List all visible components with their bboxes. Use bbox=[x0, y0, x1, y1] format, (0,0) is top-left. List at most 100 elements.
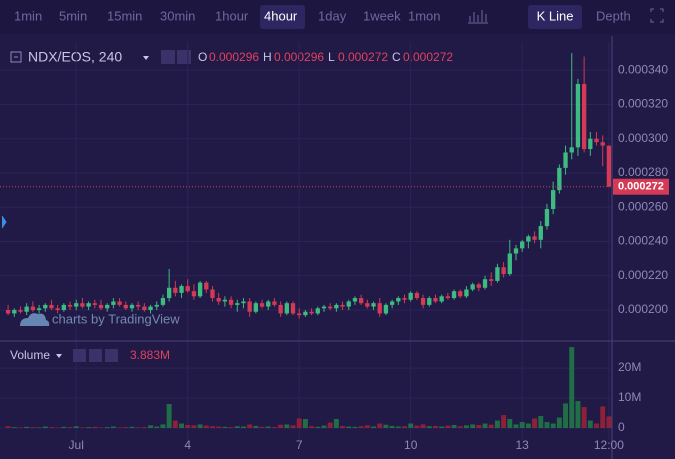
volume-bar bbox=[129, 426, 135, 429]
interval-button[interactable]: 5min bbox=[59, 8, 87, 23]
interval-button[interactable]: 30min bbox=[160, 8, 195, 23]
volume-bar bbox=[364, 425, 370, 429]
candle-body bbox=[464, 289, 469, 297]
volume-bar bbox=[24, 426, 30, 429]
volume-bar bbox=[488, 424, 494, 429]
volume-bar bbox=[445, 425, 451, 429]
volume-bar bbox=[191, 425, 197, 429]
candle-body bbox=[408, 292, 413, 300]
candle-body bbox=[569, 147, 574, 153]
volume-bar bbox=[67, 427, 73, 429]
collapse-icon[interactable] bbox=[10, 51, 22, 63]
candle-body bbox=[154, 304, 159, 307]
candle-body bbox=[191, 291, 197, 297]
settings-button[interactable] bbox=[161, 50, 175, 64]
volume-bar bbox=[383, 424, 389, 429]
candle-body bbox=[476, 284, 481, 288]
candle-body bbox=[284, 303, 289, 314]
volume-bar bbox=[290, 425, 296, 429]
candle-body bbox=[563, 152, 568, 168]
y2-tick-label: 20M bbox=[618, 360, 641, 374]
candle-body bbox=[136, 304, 141, 307]
watermark-text: charts by TradingView bbox=[52, 311, 180, 326]
candle-body bbox=[179, 286, 184, 293]
candle-body bbox=[235, 303, 240, 305]
candle-body bbox=[451, 291, 457, 299]
volume-bar bbox=[18, 427, 23, 429]
volume-bar bbox=[395, 426, 401, 429]
volume-bar bbox=[569, 347, 575, 429]
volume-bar bbox=[222, 426, 228, 429]
candle-body bbox=[86, 303, 91, 307]
scroll-handle[interactable] bbox=[1, 215, 7, 229]
candle-body bbox=[606, 145, 612, 187]
open-label: O bbox=[198, 50, 207, 64]
candle-body bbox=[123, 304, 128, 309]
toolbar-icons bbox=[468, 8, 664, 24]
indicator-button[interactable] bbox=[468, 10, 488, 24]
candle-body bbox=[210, 289, 215, 299]
kline-button[interactable]: K Line bbox=[537, 8, 574, 23]
volume-bar bbox=[98, 427, 104, 429]
volume-bar bbox=[600, 406, 606, 429]
candle-body bbox=[513, 248, 519, 254]
volume-bar bbox=[563, 403, 569, 429]
volume-bar bbox=[203, 425, 209, 429]
volume-remove[interactable] bbox=[105, 349, 118, 362]
volume-format[interactable] bbox=[89, 349, 102, 362]
volume-bar bbox=[117, 427, 123, 429]
candle-body bbox=[129, 304, 135, 309]
volume-bar bbox=[538, 416, 544, 429]
volume-caret[interactable] bbox=[56, 354, 62, 358]
candle-body bbox=[67, 304, 73, 307]
volume-value: 3.883M bbox=[130, 348, 170, 362]
candle-body bbox=[30, 306, 36, 311]
volume-settings[interactable] bbox=[73, 349, 86, 362]
candle-body bbox=[427, 298, 432, 305]
volume-bar bbox=[352, 426, 358, 429]
volume-bar bbox=[432, 425, 438, 429]
interval-button[interactable]: 4hour bbox=[264, 8, 298, 23]
candle-body bbox=[247, 301, 252, 312]
volume-bar bbox=[327, 422, 333, 429]
candle-body bbox=[61, 304, 67, 311]
interval-button[interactable]: 1min bbox=[14, 8, 42, 23]
candle-body bbox=[111, 301, 116, 305]
fullscreen-button[interactable] bbox=[650, 8, 664, 23]
candle-body bbox=[501, 267, 506, 275]
volume-bar bbox=[402, 426, 407, 429]
candle-body bbox=[142, 306, 147, 311]
candle-body bbox=[185, 286, 190, 292]
symbol-caret[interactable] bbox=[143, 56, 149, 60]
interval-button[interactable]: 1day bbox=[318, 8, 347, 23]
candle-body bbox=[402, 298, 407, 300]
candle-body bbox=[43, 304, 48, 309]
candle-body bbox=[321, 306, 327, 309]
candle-body bbox=[24, 306, 29, 312]
candle-body bbox=[352, 298, 358, 302]
candle-body bbox=[557, 167, 562, 191]
interval-button[interactable]: 15min bbox=[107, 8, 142, 23]
low-label: L bbox=[328, 50, 335, 64]
candle-body bbox=[259, 303, 265, 307]
interval-button[interactable]: 1week bbox=[363, 8, 401, 23]
interval-button[interactable]: 1mon bbox=[408, 8, 441, 23]
candle-body bbox=[309, 311, 314, 314]
volume-legend: Volume 3.883M bbox=[10, 348, 170, 362]
candle-body bbox=[495, 267, 500, 281]
y-tick-label: 0.000300 bbox=[618, 131, 668, 145]
candle-body bbox=[278, 304, 283, 314]
candle-body bbox=[272, 301, 277, 305]
interval-button[interactable]: 1hour bbox=[215, 8, 249, 23]
volume-bar bbox=[426, 426, 432, 429]
format-button[interactable] bbox=[177, 50, 191, 64]
volume-bar bbox=[556, 417, 562, 429]
candle-body bbox=[588, 138, 593, 150]
fullscreen-icon bbox=[650, 8, 664, 23]
volume-bar bbox=[581, 407, 587, 429]
candle-body bbox=[544, 208, 550, 227]
depth-button[interactable]: Depth bbox=[596, 8, 631, 23]
candle-body bbox=[482, 279, 488, 288]
candle-body bbox=[5, 310, 11, 314]
candle-body bbox=[222, 299, 228, 302]
